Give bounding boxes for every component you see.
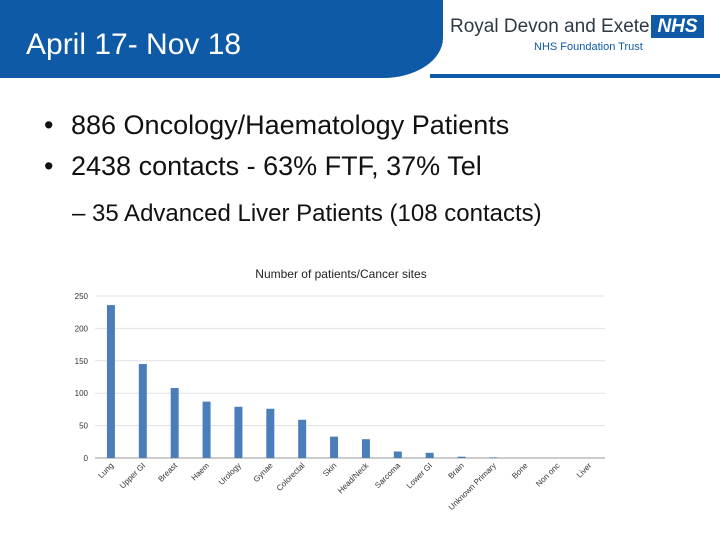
bar [393,451,402,458]
bar [298,419,307,458]
y-tick-label: 150 [75,357,89,366]
y-tick-label: 250 [75,292,89,301]
x-tick-label: Gynae [252,461,275,484]
cancer-sites-chart: Number of patients/Cancer sites 0 50 100 15… [0,255,720,540]
header-band: April 17- Nov 18 Royal Devon and Exeter … [0,0,720,82]
bar [234,406,243,458]
x-tick-label: Skin [321,461,338,478]
bullet-marker: • [44,110,54,140]
x-tick-label: Head/Neck [336,460,371,495]
x-tick-label: Brain [446,461,466,481]
bar [425,452,434,458]
nhs-badge: NHS [651,15,704,38]
logo-subtitle: NHS Foundation Trust [534,41,643,53]
y-tick-label: 100 [75,389,89,398]
bar [330,436,339,458]
x-tick-label: Lower GI [405,461,434,490]
sub-bullet: – 35 Advanced Liver Patients (108 contac… [72,200,542,227]
y-tick-label: 200 [75,324,89,333]
x-tick-label: Upper GI [118,461,147,490]
trust-logo: Royal Devon and Exeter NHS NHS Foundatio… [450,12,710,62]
bullet-text: 886 Oncology/Haematology Patients [71,110,510,140]
bar [266,408,275,458]
bullet-text: 2438 contacts - 63% FTF, 37% Tel [71,151,482,181]
x-tick-label: Breast [156,461,179,484]
x-tick-label: Lung [96,461,115,480]
bar [138,364,147,458]
bar [202,401,211,458]
bar [106,305,115,458]
bullet-item: • 886 Oncology/Haematology Patients [44,110,684,151]
header-rule [430,74,720,78]
x-tick-label: Haem [190,461,212,483]
logo-name: Royal Devon and Exeter [450,16,656,37]
chart-title: Number of patients/Cancer sites [255,267,426,281]
x-tick-label: Colorectal [275,461,307,493]
bar [361,439,370,458]
bar [457,456,466,458]
bullet-item: • 2438 contacts - 63% FTF, 37% Tel [44,151,684,192]
bullet-list: • 886 Oncology/Haematology Patients • 24… [44,110,684,192]
x-tick-label: Liver [575,461,594,480]
x-tick-label: Bone [510,461,530,481]
x-tick-label: Non onc [534,461,561,488]
y-tick-label: 50 [79,422,88,431]
y-tick-label: 0 [84,454,89,463]
slide-title: April 17- Nov 18 [26,28,242,61]
title-box: April 17- Nov 18 [0,0,443,78]
x-tick-label: Urology [217,461,243,487]
bar [489,457,498,458]
bullet-marker: • [44,151,54,181]
chart-svg: Number of patients/Cancer sites 0 50 100 15… [75,267,605,512]
bar [170,388,179,458]
x-tick-label: Sarcoma [373,461,402,490]
